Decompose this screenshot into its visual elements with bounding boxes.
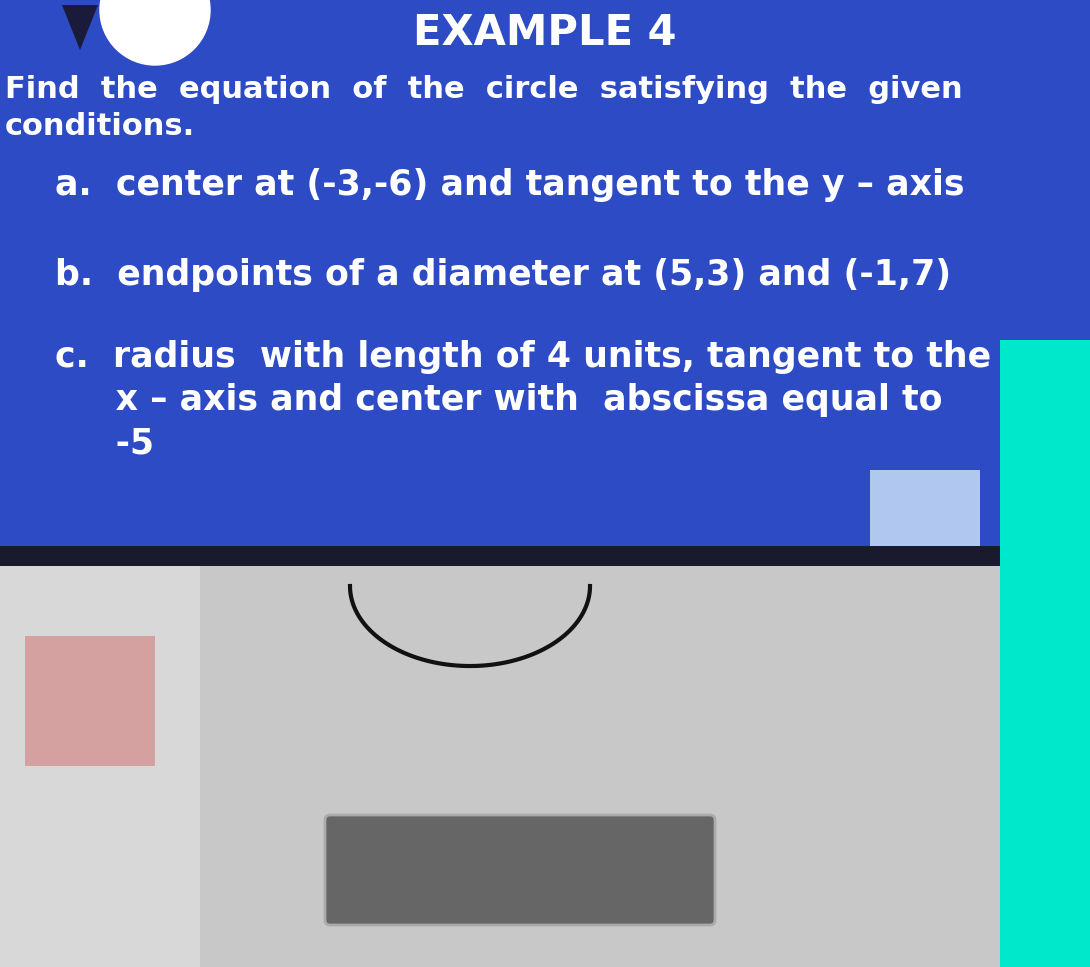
Wedge shape [870,470,980,525]
Text: conditions.: conditions. [5,112,195,141]
FancyBboxPatch shape [325,815,715,925]
Bar [0,566,199,967]
Bar [0,556,1090,967]
Polygon shape [62,5,98,50]
Bar [1000,546,1090,967]
Text: -5: -5 [54,426,154,460]
Text: a.  center at (-3,-6) and tangent to the y – axis: a. center at (-3,-6) and tangent to the … [54,168,965,202]
Text: b.  endpoints of a diameter at (5,3) and (-1,7): b. endpoints of a diameter at (5,3) and … [54,258,952,292]
Bar [0,0,1090,556]
Circle shape [100,0,210,65]
Text: EXAMPLE 4: EXAMPLE 4 [413,12,677,54]
Bar [0,546,1090,566]
Bar [870,470,980,546]
Text: c.  radius  with length of 4 units, tangent to the: c. radius with length of 4 units, tangen… [54,340,991,374]
Text: Find  the  equation  of  the  circle  satisfying  the  given: Find the equation of the circle satisfyi… [5,75,962,104]
Text: x – axis and center with  abscissa equal to: x – axis and center with abscissa equal … [54,383,943,417]
Bar [1000,340,1090,556]
Bar [25,636,155,766]
